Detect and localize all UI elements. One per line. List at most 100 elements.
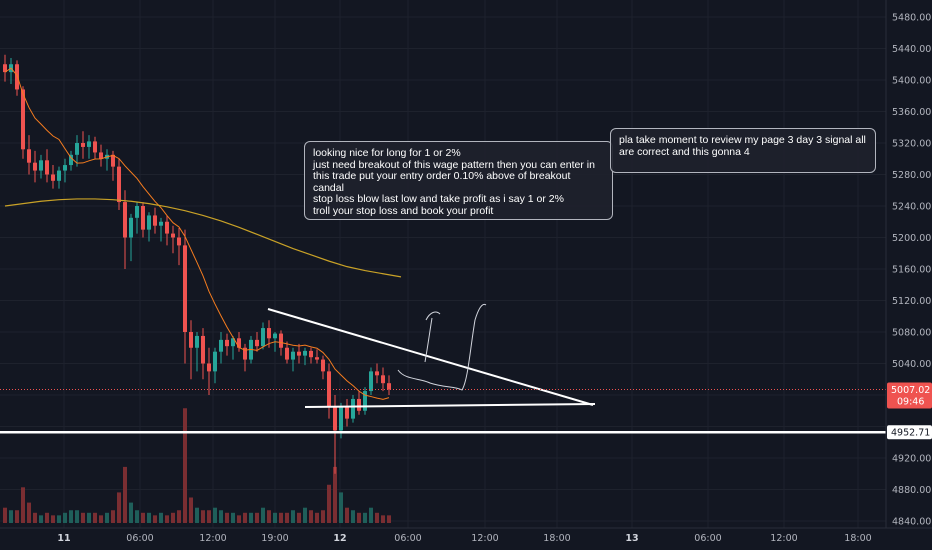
candle [63,158,67,183]
candle [315,349,319,364]
candle [3,54,7,82]
support-price-tag [887,425,932,440]
candle [123,190,127,269]
time-tick-label: 18:00 [844,533,871,544]
candle [333,395,337,474]
candle-body [333,406,337,431]
time-tick-label: 12:00 [770,533,797,544]
price-tick-label: 5040.00 [892,359,931,370]
candle [57,166,61,189]
candle-body [315,357,319,360]
ma-slow-line [4,198,402,278]
candle [345,398,349,427]
candle [291,347,295,372]
candle-body [75,143,79,155]
volume-bar [21,487,25,523]
candle [303,347,307,366]
volume-bar [285,512,289,523]
volume-bar [183,408,187,523]
candle-body [195,335,199,348]
volume-bar [303,507,307,523]
candle-body [387,383,391,390]
candle [129,213,133,262]
price-tick-label: 5200.00 [892,233,931,244]
candle-body [357,398,361,411]
price-axis[interactable]: 5480.00 5440.00 5400.00 5360.00 5320.00 5280.… [885,0,932,528]
volume-bar [339,492,343,523]
candle [225,333,229,356]
candle-body [213,351,217,372]
candle-body [177,237,181,246]
candle-body [3,64,7,73]
candle-body [159,221,163,226]
candle-body [171,233,175,238]
volume-bar [15,510,19,523]
volume-bar [291,510,295,523]
candle [189,320,193,380]
volume-bar [135,510,139,523]
candle-body [129,217,133,238]
wedge-upper-trendline [267,308,594,406]
candle-body [285,347,289,360]
candle [369,367,373,395]
candle-body [327,371,331,407]
candle-body [363,391,367,411]
volume-bar [249,512,253,523]
candle-body [201,335,205,364]
volume-bar [75,510,79,523]
candle [357,391,361,415]
candle-body [111,154,115,167]
candle [93,136,97,159]
volume-bar [357,512,361,523]
candle [51,165,55,189]
volume-bar [321,510,325,523]
freehand-projection [397,303,487,391]
volume-bar [69,510,73,523]
volume-bar [201,510,205,523]
candle-body [351,398,355,419]
annotation-note-trade-idea[interactable]: looking nice for long for 1 or 2% just n… [304,141,613,220]
candle-body [183,245,187,332]
volume-bar [237,515,241,523]
candle-body [27,149,31,163]
time-tick-label: 06:00 [694,533,721,544]
time-tick-label: 12 [333,533,346,544]
volume-bar [63,512,67,523]
candle [135,202,139,234]
volume-bar [333,466,337,523]
candle-body [297,351,301,356]
volume-bar [387,515,391,523]
time-tick-label: 06:00 [126,533,153,544]
volume-bar [213,507,217,523]
volume-bar [267,510,271,523]
annotation-note-review[interactable]: pla take moment to review my page 3 day … [610,128,876,173]
price-tick-label: 4880.00 [892,485,931,496]
candle-body [69,154,73,166]
countdown-timer: 09:46 [897,396,924,407]
candle [309,347,313,364]
candle-body [57,170,61,181]
volume-bar [39,515,43,523]
candle [141,202,145,238]
volume-bar [159,512,163,523]
candle-body [99,152,103,159]
candle [183,229,187,364]
time-axis[interactable]: 11 06:00 12:00 19:00 12 06:00 12:00 18:00 13 06:0… [0,527,932,544]
candle [87,135,91,159]
price-tick-label: 4920.00 [892,454,931,465]
candle [33,150,37,183]
candle [39,154,43,179]
volume-bar [309,510,313,523]
price-tick-label: 5360.00 [892,107,931,118]
price-tick-label: 5160.00 [892,265,931,276]
candle [207,347,211,395]
volume-bar [225,512,229,523]
candle [351,395,355,423]
candle [243,343,247,372]
volume-bar [315,512,319,523]
volume-bar [345,507,349,523]
candle-body [141,206,145,230]
volume-bar [171,512,175,523]
candle-body [237,338,241,348]
